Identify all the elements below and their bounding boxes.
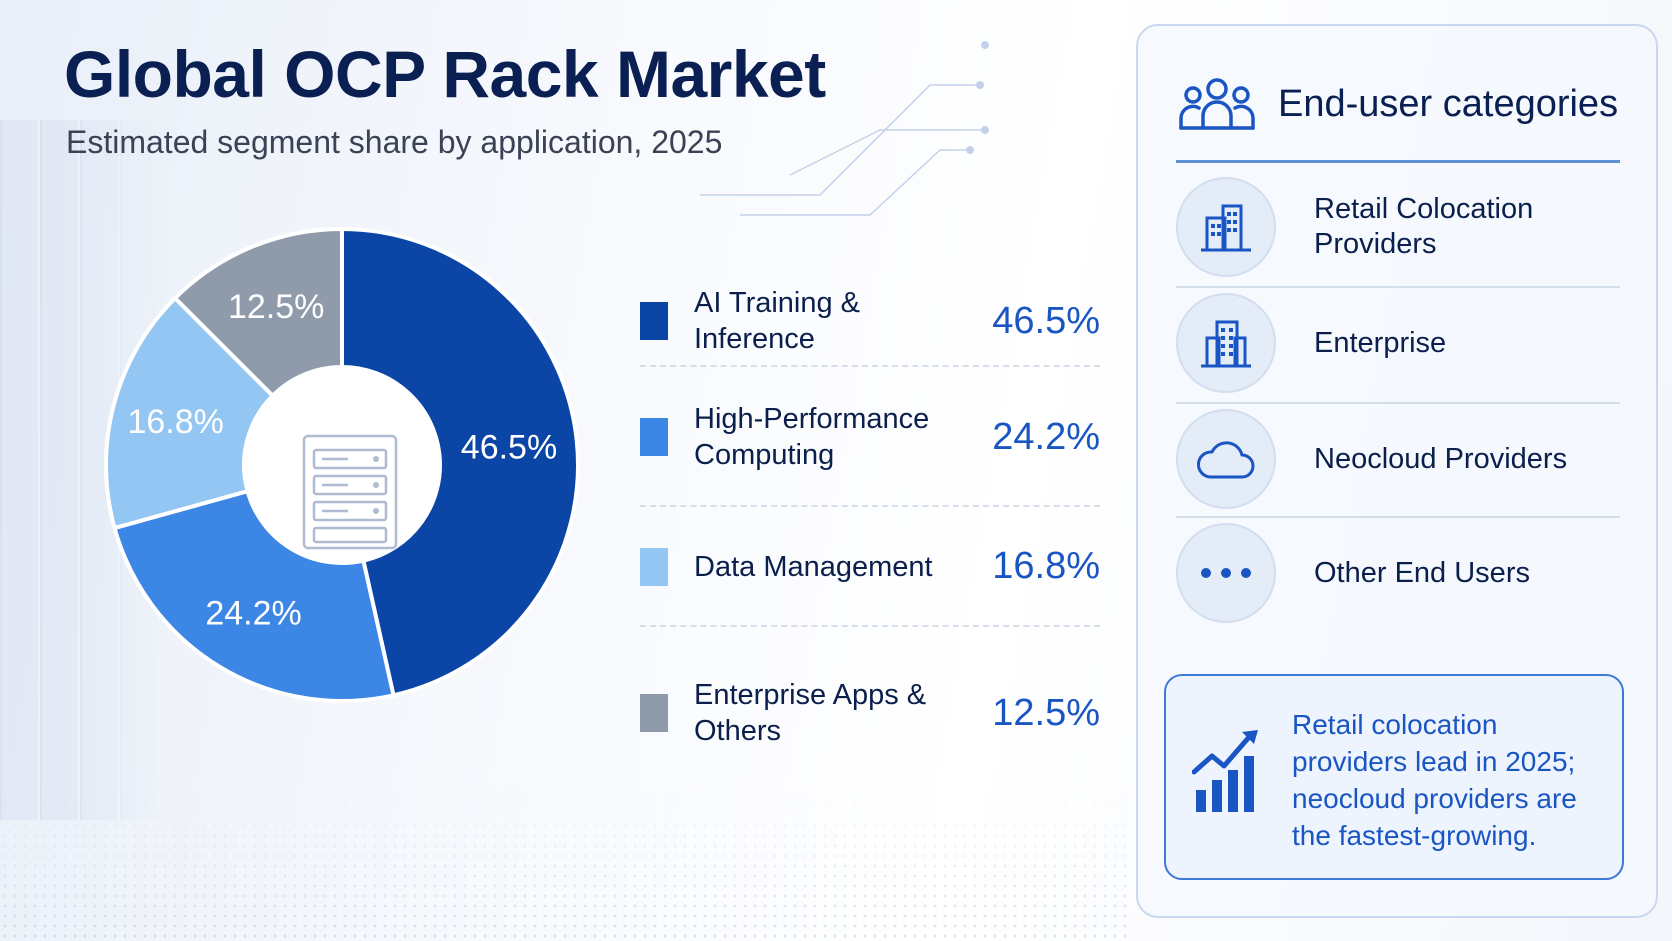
category-icon-badge	[1176, 409, 1276, 509]
category-label: Other End Users	[1314, 556, 1530, 589]
office-buildings-icon	[1201, 204, 1251, 252]
slice-value-label: 16.8%	[127, 403, 223, 441]
page-subtitle: Estimated segment share by application, …	[66, 124, 723, 160]
legend-divider	[640, 505, 1100, 507]
category-divider	[1176, 286, 1620, 288]
users-group-icon	[1179, 78, 1255, 130]
category-item-enterprise: Enterprise	[1176, 282, 1620, 404]
category-label: Enterprise	[1314, 326, 1447, 359]
panel-title: End-user categories	[1278, 82, 1619, 125]
legend-value: 16.8%	[992, 545, 1100, 587]
cloud-icon	[1197, 441, 1255, 479]
category-divider	[1176, 402, 1620, 404]
legend-item: AI Training & Inference 46.5%	[640, 285, 1100, 357]
office-building-icon	[1201, 320, 1251, 368]
donut-hole	[246, 369, 438, 561]
slice-enterprise-apps	[172, 226, 344, 399]
category-divider	[1176, 516, 1620, 518]
server-rack-icon	[302, 434, 398, 550]
legend-item: High-Performance Computing 24.2%	[640, 401, 1100, 473]
legend-label: AI Training & Inference	[694, 287, 861, 355]
growth-chart-icon	[1192, 730, 1258, 812]
category-icon-badge	[1176, 177, 1276, 277]
legend-divider	[640, 625, 1100, 627]
category-item-other: Other End Users	[1176, 512, 1620, 634]
legend-label: Enterprise Apps & Others	[694, 679, 927, 747]
slice-value-label: 24.2%	[205, 594, 301, 632]
panel-divider	[1176, 160, 1620, 163]
slice-ai-training	[340, 226, 580, 698]
legend-label: Data Management	[694, 550, 933, 583]
category-icon-badge	[1176, 293, 1276, 393]
category-label: Retail Colocation Providers	[1314, 193, 1534, 260]
page-title: Global OCP Rack Market	[64, 37, 826, 111]
dot-pattern-background	[0, 781, 1130, 941]
legend-swatch	[640, 302, 668, 340]
slice-value-label: 12.5%	[228, 288, 324, 326]
insight-callout: Retail colocation providers lead in 2025…	[1164, 674, 1624, 880]
category-item-neocloud: Neocloud Providers	[1176, 398, 1620, 520]
legend-swatch	[640, 418, 668, 456]
end-user-categories-panel: End-user categories Retail Colocation Pr…	[1136, 24, 1658, 918]
circuit-lines-decoration	[700, 41, 989, 216]
legend-value: 24.2%	[992, 415, 1100, 458]
slice-value-label: 46.5%	[461, 429, 557, 467]
slice-hpc	[112, 488, 396, 703]
legend-item: Enterprise Apps & Others 12.5%	[640, 677, 1100, 749]
category-icon-badge	[1176, 523, 1276, 623]
legend-divider	[640, 365, 1100, 367]
category-label: Neocloud Providers	[1314, 442, 1568, 475]
legend-item: Data Management 16.8%	[640, 545, 1100, 588]
category-item-retail-colocation: Retail Colocation Providers	[1176, 166, 1620, 288]
legend-value: 12.5%	[992, 691, 1100, 734]
donut-chart: 46.5% 24.2% 16.8% 12.5%	[104, 226, 580, 703]
legend-swatch	[640, 547, 668, 586]
panel-header: End-user categories	[1178, 76, 1618, 132]
insight-text: Retail colocation providers lead in 2025…	[1292, 709, 1577, 851]
legend-swatch	[640, 694, 668, 732]
more-dots-icon	[1201, 568, 1251, 578]
legend-label: High-Performance Computing	[694, 403, 930, 471]
legend-value: 46.5%	[992, 299, 1100, 342]
